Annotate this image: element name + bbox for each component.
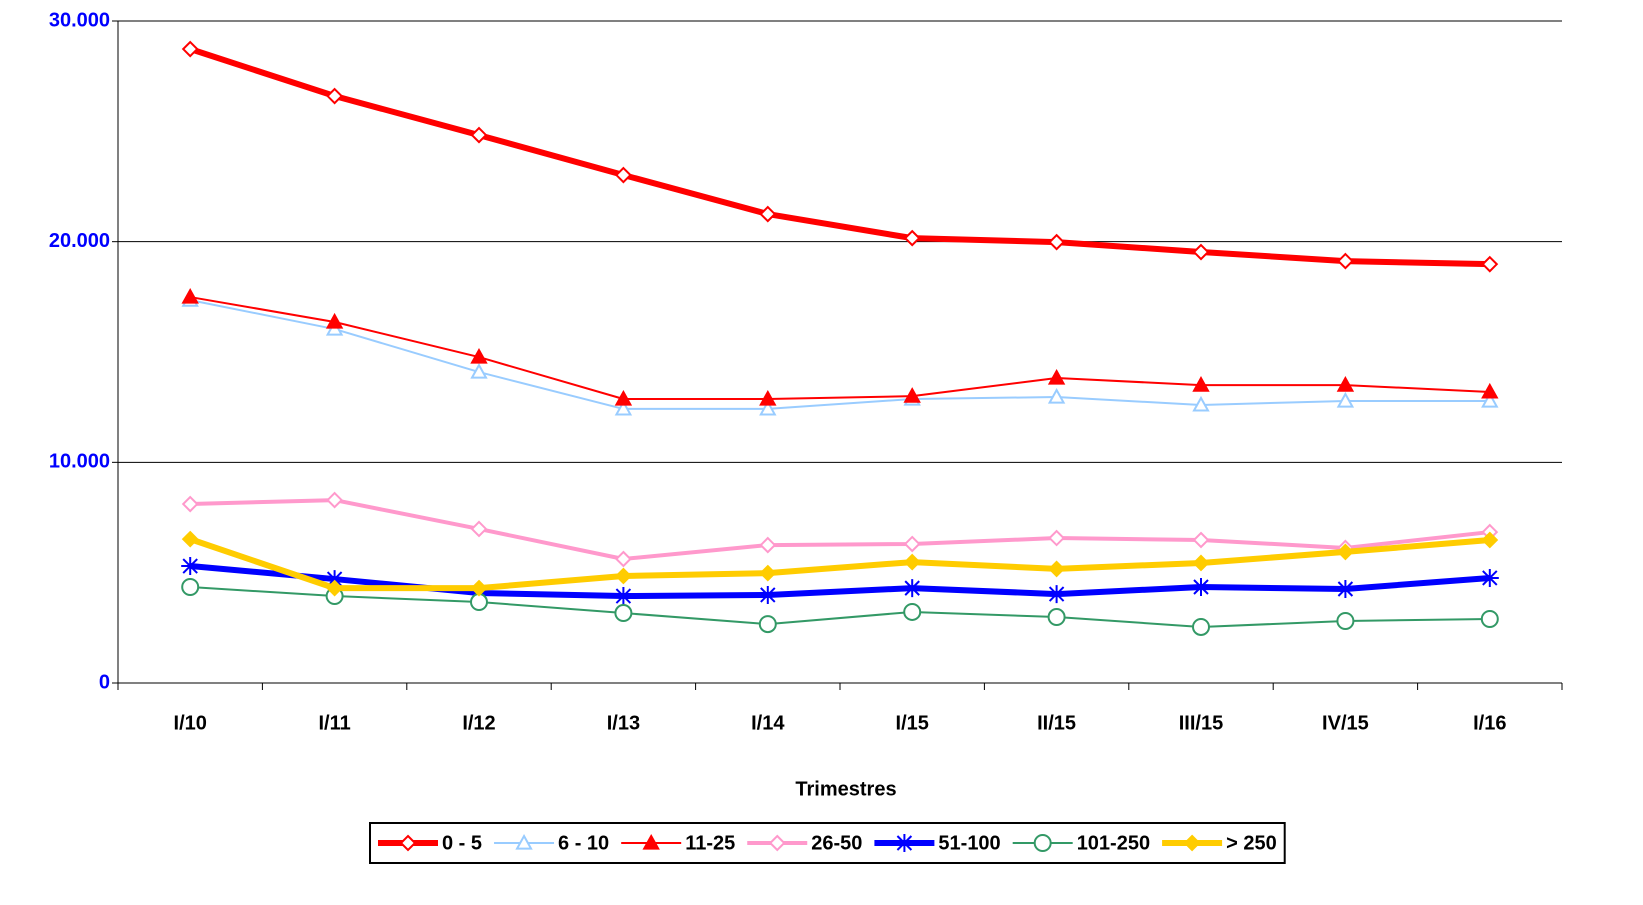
x-tick-label: I/10: [174, 712, 207, 734]
y-tick-label: 10.000: [49, 451, 110, 473]
marker: [399, 834, 417, 852]
x-tick-label: I/11: [318, 712, 350, 734]
marker: [759, 564, 777, 582]
legend-label: 51-100: [938, 832, 1000, 854]
marker: [325, 570, 344, 589]
marker: [614, 550, 632, 568]
series-line: [190, 296, 1490, 401]
x-tick-label: IV/15: [1322, 712, 1369, 734]
y-tick-label: 20.000: [49, 230, 110, 252]
marker: [181, 40, 199, 58]
marker: [614, 389, 633, 406]
marker: [1480, 568, 1499, 587]
series-line: [189, 536, 1491, 592]
marker: [326, 87, 344, 105]
legend-label: 11-25: [685, 832, 735, 854]
series-line: [189, 46, 1490, 268]
marker: [1336, 543, 1354, 561]
series-line: [190, 586, 1490, 628]
legend-label: 101-250: [1077, 832, 1150, 854]
legend-label: 6 - 10: [558, 832, 609, 854]
marker: [470, 126, 488, 144]
marker: [1481, 255, 1499, 273]
marker: [759, 389, 777, 406]
marker: [1192, 243, 1210, 261]
marker: [1033, 834, 1052, 852]
marker: [515, 833, 533, 850]
marker: [181, 287, 199, 304]
marker: [1481, 391, 1499, 408]
marker: [614, 587, 633, 606]
marker: [1192, 578, 1210, 597]
marker: [903, 602, 922, 621]
marker: [1192, 531, 1210, 549]
marker: [759, 399, 777, 416]
marker: [181, 557, 200, 576]
x-tick-label: II/15: [1037, 712, 1076, 734]
marker: [614, 604, 633, 623]
marker: [1192, 554, 1210, 572]
marker: [1481, 531, 1499, 549]
x-tick-label: I/12: [462, 712, 495, 734]
marker: [1192, 376, 1210, 392]
marker: [614, 166, 632, 184]
legend-label: 0 - 5: [442, 832, 482, 854]
y-tick-label: 30.000: [49, 9, 110, 31]
x-tick-label: III/15: [1179, 712, 1223, 734]
marker: [1336, 376, 1355, 392]
marker: [1047, 368, 1066, 385]
x-tick-label: I/13: [607, 712, 640, 734]
x-tick-label: I/14: [751, 712, 785, 734]
x-axis-title: Trimestres: [795, 778, 896, 800]
series-line: [190, 498, 1491, 561]
marker: [1048, 233, 1066, 251]
marker: [1192, 395, 1210, 412]
marker: [903, 553, 921, 571]
marker: [614, 567, 632, 585]
marker: [470, 363, 488, 379]
legend-label: > 250: [1226, 832, 1277, 854]
marker: [895, 834, 914, 852]
marker: [1336, 579, 1355, 598]
marker: [1480, 610, 1499, 629]
x-tick-label: I/16: [1473, 712, 1506, 734]
legend: 0 - 5 6 - 10 11-25 26-50 51-100 101-250 > 250: [369, 822, 1286, 864]
marker: [903, 535, 921, 553]
marker: [903, 387, 921, 403]
marker: [1336, 391, 1355, 408]
marker: [470, 348, 488, 364]
marker: [1048, 529, 1066, 547]
legend-label: 26-50: [811, 832, 862, 854]
marker: [903, 229, 921, 247]
marker: [181, 530, 199, 548]
marker: [181, 578, 200, 597]
marker: [1183, 834, 1201, 852]
y-tick-label: 0: [99, 671, 110, 693]
marker: [758, 585, 777, 604]
marker: [181, 495, 199, 513]
marker: [325, 312, 344, 329]
marker: [759, 205, 777, 223]
marker: [759, 536, 777, 554]
marker: [642, 833, 660, 850]
marker: [1336, 611, 1355, 630]
marker: [326, 491, 344, 509]
marker: [1481, 382, 1499, 399]
marker: [1047, 387, 1066, 404]
marker: [903, 579, 922, 598]
x-tick-label: I/15: [896, 712, 929, 734]
marker: [768, 834, 786, 852]
marker: [1192, 617, 1210, 636]
marker: [1047, 608, 1066, 627]
marker: [326, 579, 344, 597]
marker: [1047, 585, 1066, 604]
marker: [470, 520, 488, 538]
marker: [1336, 252, 1354, 270]
marker: [470, 579, 488, 597]
marker: [758, 615, 777, 634]
marker: [1048, 560, 1066, 578]
series-line: [190, 299, 1490, 410]
marker: [614, 399, 633, 416]
